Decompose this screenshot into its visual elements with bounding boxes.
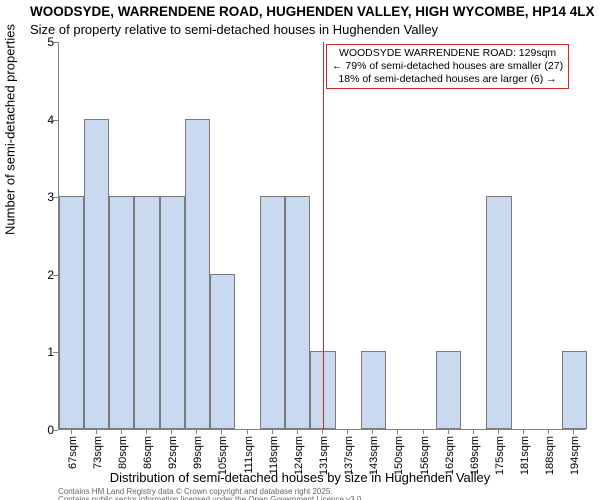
x-tick-mark xyxy=(96,429,97,434)
x-tick-mark xyxy=(372,429,373,434)
x-tick-mark xyxy=(473,429,474,434)
histogram-bar xyxy=(361,351,386,429)
x-tick-mark xyxy=(297,429,298,434)
histogram-bar xyxy=(59,196,84,429)
y-tick-mark xyxy=(53,430,58,431)
x-tick-mark xyxy=(423,429,424,434)
y-axis-label: Number of semi-detached properties xyxy=(3,24,18,235)
x-tick-mark xyxy=(171,429,172,434)
chart-title-line1: WOODSYDE, WARRENDENE ROAD, HUGHENDEN VAL… xyxy=(30,4,595,19)
x-tick-mark xyxy=(146,429,147,434)
y-tick-label: 5 xyxy=(34,35,54,49)
histogram-bar xyxy=(160,196,185,429)
x-tick-mark xyxy=(247,429,248,434)
x-tick-mark xyxy=(272,429,273,434)
histogram-bar xyxy=(84,119,109,429)
histogram-bar xyxy=(134,196,159,429)
y-tick-label: 3 xyxy=(34,190,54,204)
x-tick-mark xyxy=(548,429,549,434)
reference-line xyxy=(323,42,324,429)
x-tick-mark xyxy=(523,429,524,434)
histogram-bar xyxy=(109,196,134,429)
plot-area: WOODSYDE WARRENDENE ROAD: 129sqm← 79% of… xyxy=(58,42,586,430)
y-tick-label: 0 xyxy=(34,423,54,437)
y-tick-label: 1 xyxy=(34,345,54,359)
x-tick-mark xyxy=(498,429,499,434)
y-tick-label: 2 xyxy=(34,268,54,282)
histogram-bar xyxy=(260,196,285,429)
histogram-bar xyxy=(436,351,461,429)
x-axis-label: Distribution of semi-detached houses by … xyxy=(0,470,600,485)
x-tick-mark xyxy=(322,429,323,434)
histogram-bar xyxy=(210,274,235,429)
x-tick-mark xyxy=(347,429,348,434)
x-tick-mark xyxy=(121,429,122,434)
footer-credits: Contains HM Land Registry data © Crown c… xyxy=(58,488,586,500)
histogram-bar xyxy=(562,351,587,429)
x-tick-mark xyxy=(573,429,574,434)
chart-container: WOODSYDE, WARRENDENE ROAD, HUGHENDEN VAL… xyxy=(0,0,600,500)
x-tick-mark xyxy=(397,429,398,434)
histogram-bar xyxy=(185,119,210,429)
y-tick-label: 4 xyxy=(34,113,54,127)
chart-title-line2: Size of property relative to semi-detach… xyxy=(30,22,438,37)
x-tick-mark xyxy=(196,429,197,434)
x-tick-mark xyxy=(448,429,449,434)
x-tick-mark xyxy=(71,429,72,434)
x-tick-mark xyxy=(221,429,222,434)
histogram-bar xyxy=(285,196,310,429)
histogram-bar xyxy=(486,196,511,429)
annotation-box: WOODSYDE WARRENDENE ROAD: 129sqm← 79% of… xyxy=(326,44,569,89)
